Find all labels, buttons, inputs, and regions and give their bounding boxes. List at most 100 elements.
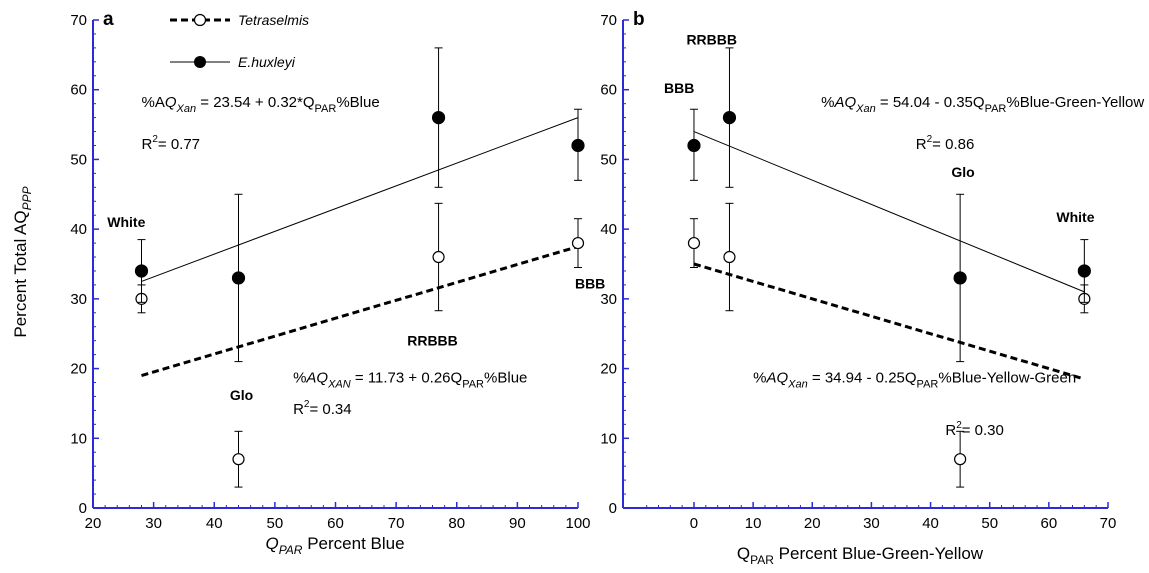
eq-q: AQ — [833, 94, 856, 111]
x-tick-label: 30 — [863, 515, 880, 532]
eq-post: %Blue-Yellow-Green — [938, 370, 1076, 387]
x-tick-label: 70 — [1100, 515, 1117, 532]
x-axis-label-sub: PAR — [750, 553, 774, 567]
point-huxleyi — [431, 110, 446, 125]
point-tetraselmis — [232, 453, 245, 466]
y-tick-label: 50 — [600, 151, 617, 168]
x-axis-label-rest: Percent Blue-Green-Yellow — [774, 544, 984, 563]
point-tetraselmis — [954, 453, 967, 466]
x-tick-label: 100 — [565, 515, 590, 532]
y-tick-label: 40 — [70, 221, 87, 238]
eq-sub2: PAR — [462, 379, 484, 391]
r2-sup: 2 — [927, 134, 933, 145]
r2-value: = 0.86 — [932, 136, 974, 153]
point-tetraselmis — [687, 236, 701, 250]
x-tick-label: 40 — [206, 515, 223, 532]
x-tick-label: 60 — [327, 515, 344, 532]
eq-prefix: %A — [142, 94, 165, 111]
r2-value: = 0.30 — [962, 422, 1004, 439]
legend-label-tetraselmis: Tetraselmis — [238, 12, 309, 28]
r2-sup: 2 — [304, 399, 310, 410]
r2-tetra: R2= 0.30 — [945, 420, 1004, 439]
y-axis-label-sub: PPP — [20, 186, 34, 210]
r2-sup: 2 — [152, 134, 158, 145]
x-tick-label: 40 — [922, 515, 939, 532]
x-tick-label: 70 — [388, 515, 405, 532]
x-tick-label: 30 — [145, 515, 162, 532]
y-axis-label: Percent Total AQPPP — [11, 186, 34, 337]
fit-line-tetraselmis — [141, 245, 579, 377]
x-axis-label: QPAR Percent Blue — [265, 534, 404, 557]
eq-q: Q — [165, 94, 177, 111]
point-huxleyi — [722, 110, 737, 125]
point-huxleyi — [953, 271, 967, 285]
y-axis-label-text: Percent Total AQ — [11, 210, 30, 337]
point-huxleyi — [687, 138, 701, 153]
x-tick-label: 50 — [981, 515, 998, 532]
eq-mid: = 23.54 + 0.32*Q — [196, 94, 314, 111]
eq-post: %Blue-Green-Yellow — [1006, 94, 1144, 111]
fit-line-tetraselmis — [693, 262, 1085, 381]
eq-sub2: PAR — [315, 103, 337, 115]
fit-line-huxleyi — [141, 117, 579, 282]
eq-sub: Xan — [787, 379, 808, 391]
y-tick-label: 10 — [600, 430, 617, 447]
annotation-rrbbb: RRBBB — [686, 31, 737, 47]
panel-a: 0 10 20 30 40 50 60 70 20 30 40 50 60 70 80 90 100 a QPAR … — [70, 9, 605, 557]
y-tick-label: 30 — [600, 291, 617, 308]
x-tick-label: 0 — [690, 515, 698, 532]
r2-huxleyi: R2= 0.77 — [142, 134, 201, 153]
eq-tetra: %AQXAN = 11.73 + 0.26QPAR%Blue — [293, 370, 527, 391]
y-tick-label: 70 — [70, 12, 87, 29]
x-tick-label: 50 — [267, 515, 284, 532]
legend-filled-circle-marker — [194, 56, 206, 68]
r2-r: R — [293, 401, 304, 418]
r2-value: = 0.34 — [309, 401, 351, 418]
y-tick-label: 70 — [600, 12, 617, 29]
y-tick-label: 40 — [600, 221, 617, 238]
panel-letter: a — [103, 9, 114, 30]
x-axis-label: QPAR Percent Blue-Green-Yellow — [737, 544, 984, 567]
annotation-glo: Glo — [951, 164, 974, 180]
eq-prefix: % — [753, 370, 766, 387]
r2-value: = 0.77 — [158, 136, 200, 153]
fit-line-huxleyi — [693, 131, 1085, 293]
eq-q: AQ — [305, 370, 328, 387]
eq-huxleyi: %AQXan = 23.54 + 0.32*QPAR%Blue — [142, 94, 380, 115]
point-tetraselmis — [723, 250, 736, 264]
point-huxleyi — [134, 264, 149, 278]
y-tick-label: 30 — [70, 291, 87, 308]
y-tick-label: 60 — [70, 82, 87, 99]
eq-mid: = 11.73 + 0.26Q — [351, 370, 462, 387]
eq-sub2: PAR — [985, 103, 1007, 115]
eq-prefix: % — [293, 370, 306, 387]
x-tick-label: 90 — [509, 515, 526, 532]
point-huxleyi — [571, 138, 585, 153]
x-tick-label: 10 — [745, 515, 762, 532]
y-tick-label: 0 — [79, 500, 87, 517]
x-tick-label: 80 — [448, 515, 465, 532]
point-tetraselmis — [571, 236, 585, 250]
eq-post: %Blue — [484, 370, 527, 387]
x-tick-label: 20 — [85, 515, 102, 532]
eq-sub: Xan — [176, 103, 197, 115]
panel-letter: b — [633, 9, 645, 30]
y-tick-label: 20 — [70, 361, 87, 378]
r2-tetra: R2= 0.34 — [293, 399, 352, 418]
annotation-white: White — [107, 214, 145, 230]
point-huxleyi — [1077, 264, 1091, 278]
r2-r: R — [945, 422, 956, 439]
eq-sub2: PAR — [917, 379, 939, 391]
y-tick-label: 50 — [70, 151, 87, 168]
eq-sub: Xan — [855, 103, 876, 115]
y-tick-label: 60 — [600, 82, 617, 99]
y-tick-label: 20 — [600, 361, 617, 378]
eq-prefix: % — [821, 94, 834, 111]
eq-huxleyi: %AQXan = 54.04 - 0.35QPAR%Blue-Green-Yel… — [821, 94, 1144, 115]
legend-open-circle-marker — [193, 13, 207, 27]
x-axis-label-sub: PAR — [279, 543, 303, 557]
point-tetraselmis — [432, 250, 445, 264]
x-tick-label: 20 — [804, 515, 821, 532]
